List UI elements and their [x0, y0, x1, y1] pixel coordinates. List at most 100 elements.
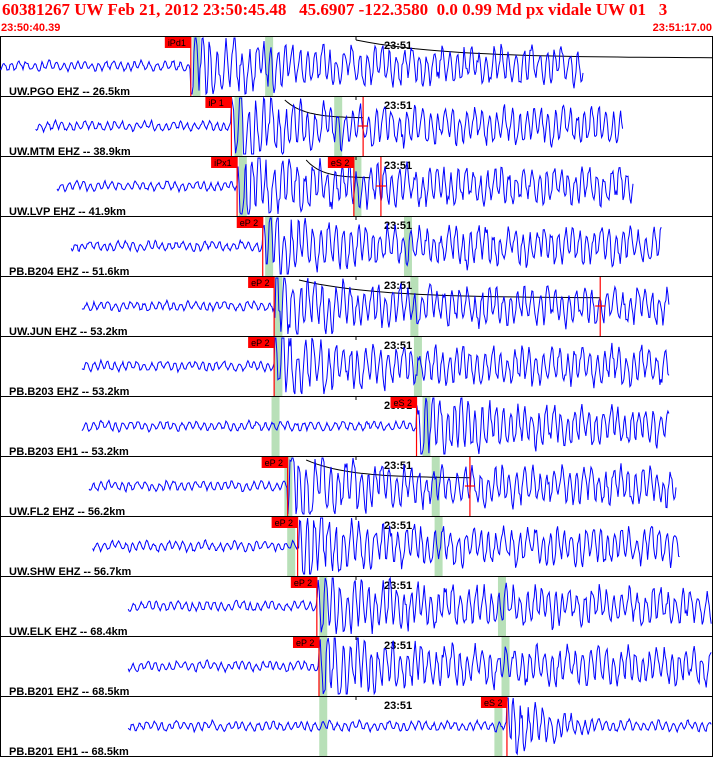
minute-tick-label: 23:51 [384, 100, 412, 112]
coda-decay-curve [355, 39, 713, 59]
theoretical-arrival-band [413, 337, 422, 396]
theoretical-arrival-band [319, 697, 328, 756]
phase-pick-tag [205, 97, 232, 108]
station-label: UW.ELK EHZ -- 68.4km [9, 626, 128, 638]
phase-pick-label: eP 2 [251, 338, 269, 348]
event-title: 60381267 UW Feb 21, 2012 23:50:45.48 45.… [2, 0, 668, 19]
coda-decay-curve [305, 159, 371, 179]
phase-pick-tag [248, 337, 275, 348]
phase-pick-label: eP 2 [296, 638, 314, 648]
phase-pick-tag [480, 697, 507, 708]
theoretical-arrival-band [431, 457, 440, 516]
trace-panel: 23:51 eP 2 UW.FL2 EHZ -- 56.2km [0, 456, 713, 518]
seismic-waveform [70, 217, 662, 275]
minute-tick-label: 23:51 [384, 340, 412, 352]
station-label: PB.B201 EHZ -- 68.5km [9, 686, 130, 698]
seismic-waveform [127, 637, 712, 696]
phase-pick-label: eS 2 [394, 398, 413, 408]
panel-frame [0, 216, 713, 277]
seismogram-plot[interactable]: 23:51 iPd1 UW.PGO EHZ -- 26.5km 23:51 iP 1 UW… [0, 36, 713, 758]
trace-panel: 23:51 eP 2 UW.SHW EHZ -- 56.7km [0, 516, 713, 578]
seismic-waveform [81, 337, 670, 395]
station-label: UW.JUN EHZ -- 53.2km [9, 326, 128, 338]
theoretical-arrival-band [265, 217, 274, 276]
phase-pick-label: eP 2 [275, 518, 293, 528]
trace-panel: 23:51 eP 2 UW.ELK EHZ -- 68.4km [0, 576, 713, 638]
trace-panel: 23:51 eP 2 PB.B201 EHZ -- 68.5km [0, 636, 713, 698]
seismic-waveform [88, 457, 677, 516]
coda-decay-curve [284, 99, 364, 119]
phase-pick-label: eS 2 [331, 158, 350, 168]
theoretical-arrival-band [284, 457, 293, 516]
station-label: PB.B203 EHZ -- 53.2km [9, 386, 130, 398]
phase-pick-label: eP 2 [240, 218, 258, 228]
theoretical-arrival-band [334, 97, 343, 156]
seismic-waveform [81, 277, 670, 335]
theoretical-arrival-band [274, 337, 283, 396]
phase-pick-tag [211, 157, 238, 168]
start-time: 23:50:40.39 [1, 22, 61, 34]
phase-pick-tag [164, 37, 191, 48]
trace-panel: 23:51 eP 2 PB.B203 EHZ -- 53.2km [0, 336, 713, 398]
phase-pick-tag [271, 517, 298, 528]
trace-panel: 23:51 eS 2 PB.B201 EH1 -- 68.5km [0, 696, 713, 758]
phase-pick-label: eP 2 [294, 578, 312, 588]
phase-pick-label: iPd1 [168, 38, 186, 48]
seismic-waveform [35, 96, 624, 155]
phase-pick-tag [290, 577, 317, 588]
seismic-waveform [81, 397, 670, 455]
trace-panel: 23:51 iP 1 UW.MTM EHZ -- 38.9km [0, 96, 713, 158]
station-label: PB.B204 EHZ -- 51.6km [9, 266, 130, 278]
phase-pick-tag [248, 277, 275, 288]
station-label: UW.LVP EHZ -- 41.9km [9, 206, 126, 218]
seismic-waveform [0, 37, 584, 96]
record-header: 60381267 UW Feb 21, 2012 23:50:45.48 45.… [0, 0, 713, 36]
seismic-waveform [127, 576, 712, 635]
trace-panel: 23:51 iPd1 UW.PGO EHZ -- 26.5km [0, 36, 713, 98]
minute-tick-label: 23:51 [384, 460, 412, 472]
theoretical-arrival-band [497, 577, 506, 636]
station-label: UW.MTM EHZ -- 38.9km [9, 146, 131, 158]
station-label: PB.B201 EH1 -- 68.5km [9, 746, 129, 758]
theoretical-arrival-band [494, 697, 503, 756]
theoretical-arrival-band [403, 217, 412, 276]
station-label: PB.B203 EH1 -- 53.2km [9, 446, 129, 458]
phase-pick-label: eS 2 [484, 698, 503, 708]
phase-pick-tag [390, 397, 417, 408]
seismic-waveform [127, 697, 712, 756]
seismic-waveform [56, 157, 634, 215]
phase-pick-tag [261, 457, 288, 468]
seismic-waveform [92, 517, 680, 575]
theoretical-arrival-band [501, 637, 510, 696]
theoretical-arrival-band [410, 277, 419, 336]
phase-pick-label: eP 2 [251, 278, 269, 288]
minute-tick-label: 23:51 [384, 580, 412, 592]
phase-pick-tag [292, 637, 319, 648]
station-label: UW.FL2 EHZ -- 56.2km [9, 506, 125, 518]
end-time: 23:51:17.00 [652, 22, 712, 34]
minute-tick-label: 23:51 [384, 700, 412, 712]
minute-tick-label: 23:51 [384, 40, 412, 52]
minute-tick-label: 23:51 [384, 280, 412, 292]
trace-panel: 23:51 eP 2 UW.JUN EHZ -- 53.2km [0, 276, 713, 338]
theoretical-arrival-band [434, 517, 443, 576]
theoretical-arrival-band [192, 37, 201, 96]
trace-panel: 23:51 eP 2 PB.B204 EHZ -- 51.6km [0, 216, 713, 278]
phase-pick-tag [327, 157, 354, 168]
phase-pick-tag [236, 217, 263, 228]
station-label: UW.PGO EHZ -- 26.5km [9, 86, 130, 98]
station-label: UW.SHW EHZ -- 56.7km [9, 566, 131, 578]
phase-pick-label: iP 1 [208, 98, 223, 108]
theoretical-arrival-band [422, 397, 431, 456]
theoretical-arrival-band [271, 397, 280, 456]
theoretical-arrival-band [319, 637, 328, 696]
minute-tick-label: 23:51 [384, 640, 412, 652]
theoretical-arrival-band [238, 157, 247, 216]
theoretical-arrival-band [319, 577, 328, 636]
minute-tick-label: 23:51 [384, 520, 412, 532]
minute-tick-label: 23:51 [384, 220, 412, 232]
phase-pick-label: iPx1 [214, 158, 232, 168]
minute-tick-label: 23:51 [384, 160, 412, 172]
trace-panel: 23:51 iPx1 eS 2 UW.LVP EHZ -- 41.9km [0, 156, 713, 218]
